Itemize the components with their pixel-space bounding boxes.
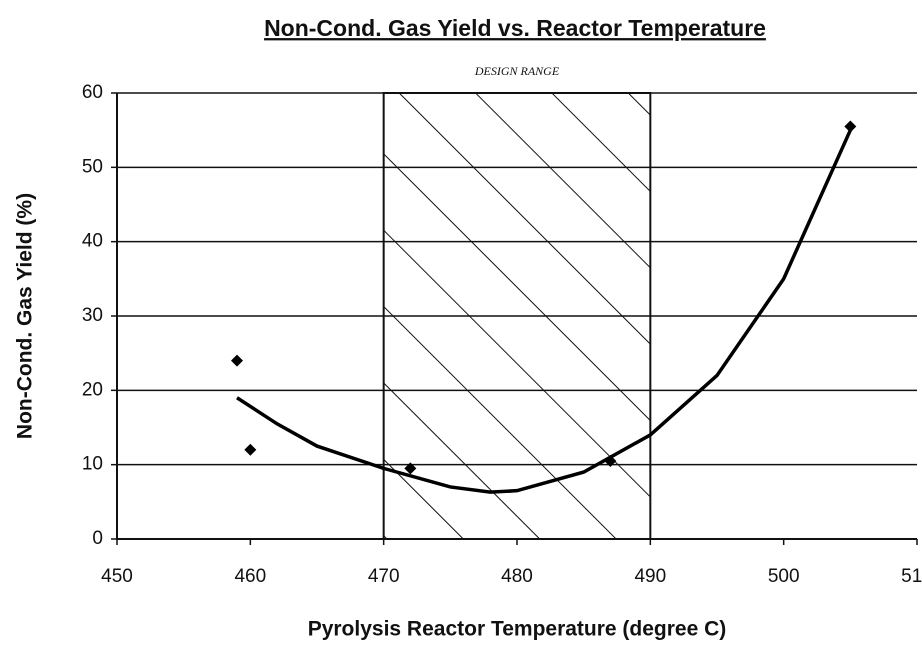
data-point (844, 120, 857, 133)
x-tick-label: 450 (101, 566, 133, 587)
x-tick-label: 500 (768, 566, 800, 587)
data-point (404, 462, 417, 475)
y-tick-label: 30 (82, 305, 103, 326)
y-tick-label: 20 (82, 379, 103, 400)
x-tick-label: 510 (901, 566, 922, 587)
trend-line (236, 129, 852, 494)
y-axis-title: Non-Cond. Gas Yield (%) (14, 193, 37, 439)
y-tick-label: 40 (82, 231, 103, 252)
y-tick-label: 0 (92, 528, 103, 549)
data-point (231, 354, 243, 367)
y-tick-label: 60 (82, 82, 103, 103)
data-point (244, 443, 257, 456)
x-tick-label: 470 (368, 566, 400, 587)
x-tick-label: 460 (234, 566, 266, 587)
annotation: DESIGN RANGE (474, 64, 560, 78)
x-tick-label: 480 (501, 566, 533, 587)
y-tick-label: 10 (82, 454, 103, 475)
x-tick-label: 490 (634, 566, 666, 587)
x-axis-title: Pyrolysis Reactor Temperature (degree C) (308, 618, 727, 641)
chart-title: Non-Cond. Gas Yield vs. Reactor Temperat… (264, 15, 766, 41)
y-tick-label: 50 (82, 156, 103, 177)
